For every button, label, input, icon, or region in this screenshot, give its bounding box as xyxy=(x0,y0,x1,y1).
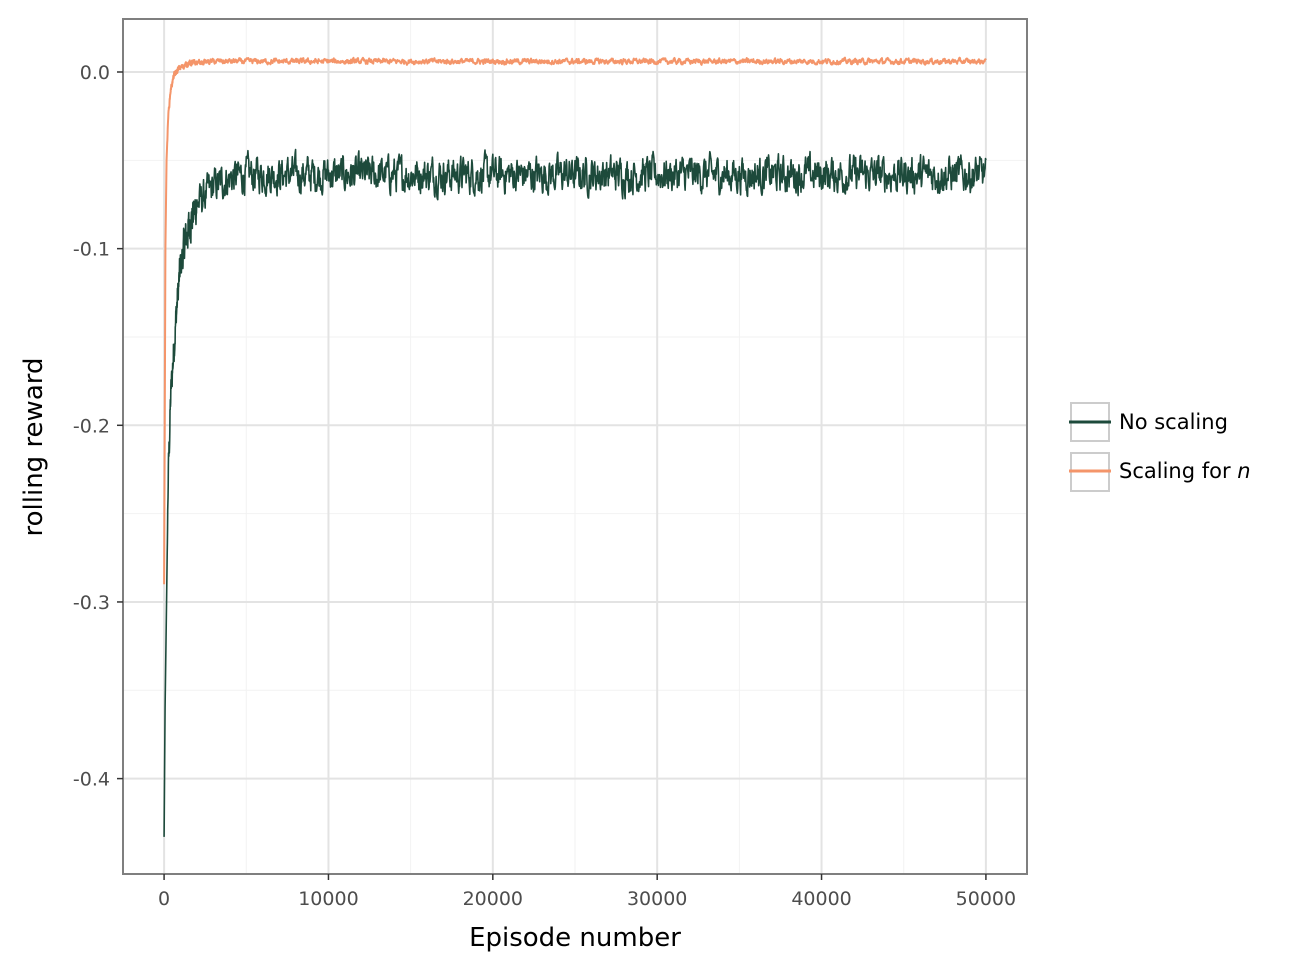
x-tick-label: 30000 xyxy=(627,888,687,910)
x-tick-label: 0 xyxy=(158,888,170,910)
y-tick-label: 0.0 xyxy=(80,62,110,84)
x-tick-label: 50000 xyxy=(956,888,1016,910)
x-tick-label: 10000 xyxy=(298,888,358,910)
series-layer xyxy=(163,56,987,837)
y-tick-label: -0.3 xyxy=(73,592,110,614)
y-axis: 0.0 -0.1 -0.2 -0.3 -0.4 xyxy=(73,62,123,791)
legend-label-scaling-for-n: Scaling for n xyxy=(1119,459,1251,483)
plot-border xyxy=(122,18,1028,875)
legend-label-no-scaling: No scaling xyxy=(1119,410,1228,434)
y-tick-label: -0.2 xyxy=(73,415,110,437)
series-line-0 xyxy=(163,148,987,837)
series-line-1 xyxy=(163,56,987,585)
legend-label-prefix: Scaling for xyxy=(1119,459,1237,483)
legend-label-italic: n xyxy=(1237,459,1250,483)
y-axis-title: rolling reward xyxy=(19,358,49,537)
x-axis: 0 10000 20000 30000 40000 50000 xyxy=(158,874,1016,910)
x-tick-label: 20000 xyxy=(463,888,523,910)
y-tick-label: -0.1 xyxy=(73,239,110,261)
x-axis-title: Episode number xyxy=(469,923,681,953)
legend: No scaling Scaling for n xyxy=(1069,402,1251,492)
x-tick-label: 40000 xyxy=(791,888,851,910)
y-tick-label: -0.4 xyxy=(73,769,110,791)
